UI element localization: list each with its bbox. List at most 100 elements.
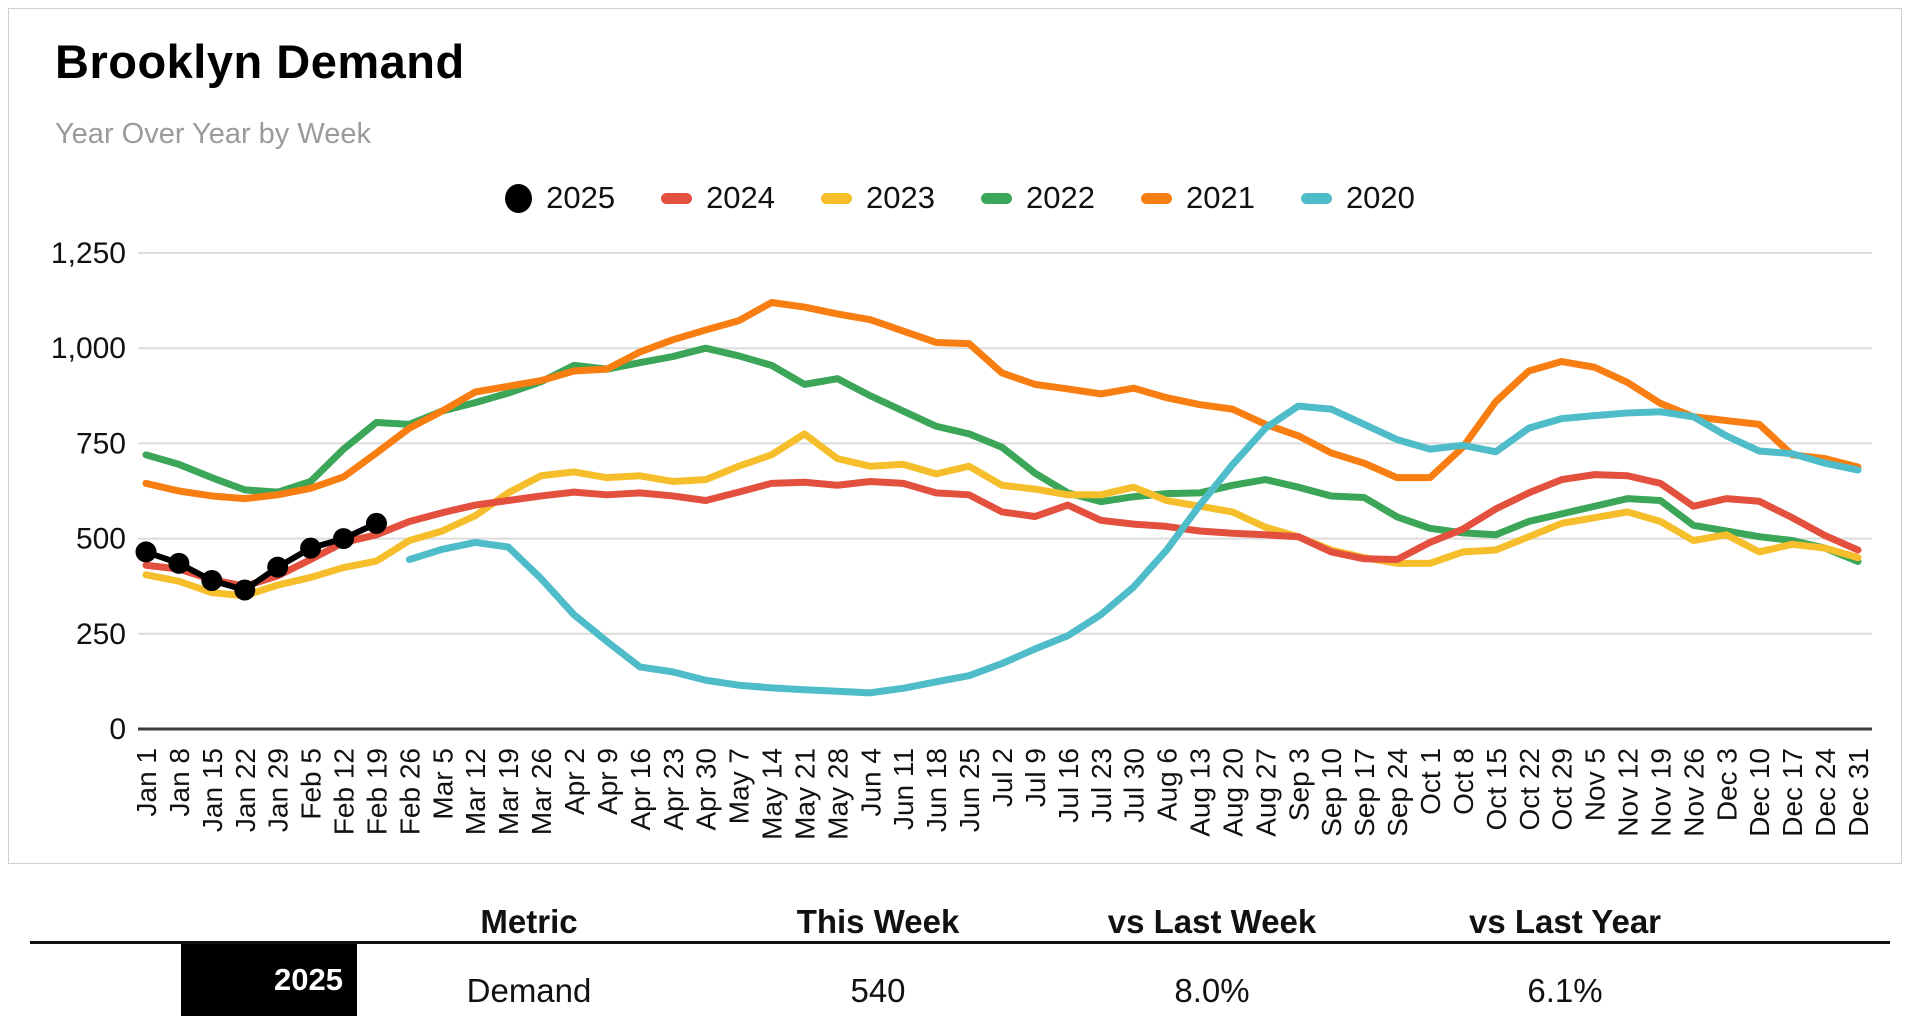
x-axis-tick-label: Nov 12: [1613, 748, 1644, 837]
year-badge-2025: 2025: [181, 944, 357, 1016]
x-axis-tick-label: Apr 16: [625, 748, 656, 831]
x-axis-tick-label: Jan 22: [230, 748, 261, 832]
x-axis-tick-label: Jun 11: [888, 748, 919, 830]
legend-marker-2023-icon: [821, 192, 853, 204]
y-axis-tick-label: 1,000: [51, 332, 126, 365]
x-axis-tick-label: Mar 26: [526, 748, 557, 835]
x-axis-tick-label: Sep 10: [1316, 748, 1347, 837]
legend-item-2020[interactable]: 2020: [1300, 180, 1415, 216]
legend-marker-2021-icon: [1140, 192, 1172, 204]
series-point-2025: [234, 579, 256, 601]
series-point-2025: [135, 541, 157, 563]
x-axis-tick-label: May 14: [757, 748, 788, 840]
legend-item-2025[interactable]: 2025: [505, 180, 615, 216]
legend-marker-2025-icon: [505, 183, 533, 213]
x-axis-tick-label: Jun 18: [921, 748, 952, 832]
y-axis-tick-label: 750: [76, 427, 126, 460]
series-line-2020: [405, 402, 1862, 697]
x-axis-tick-label: Jun 25: [954, 748, 985, 832]
series-line-2022: [142, 344, 1862, 565]
table-header-this-week: This Week: [796, 903, 960, 940]
series-point-2025: [201, 569, 223, 591]
series-point-2025: [333, 528, 355, 550]
table-cell-vs-last-year: 6.1%: [1527, 972, 1603, 1009]
y-axis-tick-label: 250: [76, 618, 126, 651]
x-axis-tick-label: Jul 30: [1119, 748, 1150, 823]
x-axis-tick-label: Jan 15: [197, 748, 228, 832]
chart-legend: 2025 2024 2023 2022 2021 2020: [0, 176, 1920, 220]
x-axis-tick-label: Oct 22: [1514, 748, 1545, 830]
x-axis-tick-label: Mar 19: [493, 748, 524, 835]
table-cell-vs-last-week: 8.0%: [1174, 972, 1250, 1009]
legend-item-2024[interactable]: 2024: [661, 180, 775, 216]
x-axis-tick-label: Jan 8: [164, 748, 195, 817]
x-axis-tick-label: Oct 8: [1448, 748, 1479, 815]
legend-item-2023[interactable]: 2023: [821, 180, 935, 216]
x-axis-tick-label: Sep 24: [1382, 748, 1413, 837]
x-axis-tick-label: Feb 26: [394, 748, 425, 835]
x-axis-tick-label: Nov 19: [1645, 748, 1676, 837]
x-axis-tick-label: Apr 2: [559, 748, 590, 815]
series-point-2025: [168, 552, 190, 574]
legend-item-2022[interactable]: 2022: [981, 180, 1095, 216]
x-axis-tick-label: May 28: [822, 748, 853, 840]
x-axis-tick-label: Mar 12: [460, 748, 491, 835]
x-axis-tick-label: Aug 13: [1185, 748, 1216, 837]
legend-item-2021[interactable]: 2021: [1140, 180, 1255, 216]
legend-label: 2021: [1185, 180, 1255, 215]
x-axis-tick-label: Jun 4: [855, 748, 886, 817]
series-point-2025: [300, 537, 322, 559]
y-axis-tick-label: 1,250: [51, 237, 126, 270]
legend-marker-2020-icon: [1300, 192, 1332, 204]
x-axis-tick-label: Aug 6: [1152, 748, 1183, 821]
x-axis-tick-label: Aug 27: [1250, 748, 1281, 837]
legend-label: 2025: [546, 180, 616, 215]
series-line-2024: [142, 471, 1862, 590]
y-axis-tick-label: 0: [109, 713, 126, 746]
legend-marker-2022-icon: [981, 192, 1012, 204]
x-axis-tick-label: May 21: [789, 748, 820, 840]
x-axis-tick-label: Oct 29: [1547, 748, 1578, 830]
y-axis-tick-label: 500: [76, 523, 126, 556]
table-cell-metric: Demand: [466, 972, 592, 1009]
x-axis-tick-label: Dec 3: [1711, 748, 1742, 821]
x-axis-tick-label: Nov 26: [1678, 748, 1709, 837]
x-axis-tick-label: Jul 16: [1053, 748, 1084, 823]
x-axis-tick-label: Feb 19: [361, 748, 392, 835]
x-axis-tick-label: Dec 31: [1843, 748, 1874, 837]
x-axis-tick-label: Apr 23: [658, 748, 689, 831]
series-point-2025: [365, 512, 387, 534]
legend-label: 2023: [866, 180, 935, 215]
legend-label: 2022: [1026, 180, 1095, 215]
page-title: Brooklyn Demand: [55, 35, 465, 88]
x-axis-tick-label: Sep 17: [1349, 748, 1380, 837]
x-axis-tick-label: Feb 5: [296, 748, 327, 820]
x-axis-tick-label: Aug 20: [1217, 748, 1248, 837]
x-axis-tick-label: Dec 10: [1744, 748, 1775, 837]
page-subtitle: Year Over Year by Week: [55, 118, 371, 150]
series-point-2025: [267, 556, 289, 578]
table-header-divider: [30, 941, 1890, 944]
x-axis-tick-label: Oct 1: [1415, 748, 1446, 815]
x-axis-tick-label: Jan 29: [263, 748, 294, 832]
x-axis-tick-label: Jul 9: [1020, 748, 1051, 807]
x-axis-tick-label: Jul 2: [987, 748, 1018, 807]
table-header-metric: Metric: [480, 903, 578, 940]
legend-label: 2024: [706, 180, 776, 215]
table-header-vs-last-week: vs Last Week: [1107, 903, 1317, 940]
x-axis-tick-label: Mar 5: [427, 748, 458, 820]
x-axis-tick-label: Jul 23: [1086, 748, 1117, 823]
x-axis-tick-label: Apr 30: [691, 748, 722, 831]
legend-marker-2024-icon: [661, 192, 693, 204]
x-axis-tick-label: Jan 1: [131, 748, 162, 817]
x-axis-tick-label: Nov 5: [1580, 748, 1611, 821]
series-line-2021: [142, 299, 1862, 503]
x-axis-tick-label: Dec 17: [1777, 748, 1808, 837]
x-axis-tick-label: Oct 15: [1481, 748, 1512, 830]
x-axis-tick-label: Sep 3: [1283, 748, 1314, 821]
x-axis-tick-label: Feb 12: [329, 748, 360, 835]
table-header-vs-last-year: vs Last Year: [1468, 903, 1662, 940]
x-axis-tick-label: Dec 24: [1810, 748, 1841, 837]
legend-label: 2020: [1345, 180, 1415, 215]
